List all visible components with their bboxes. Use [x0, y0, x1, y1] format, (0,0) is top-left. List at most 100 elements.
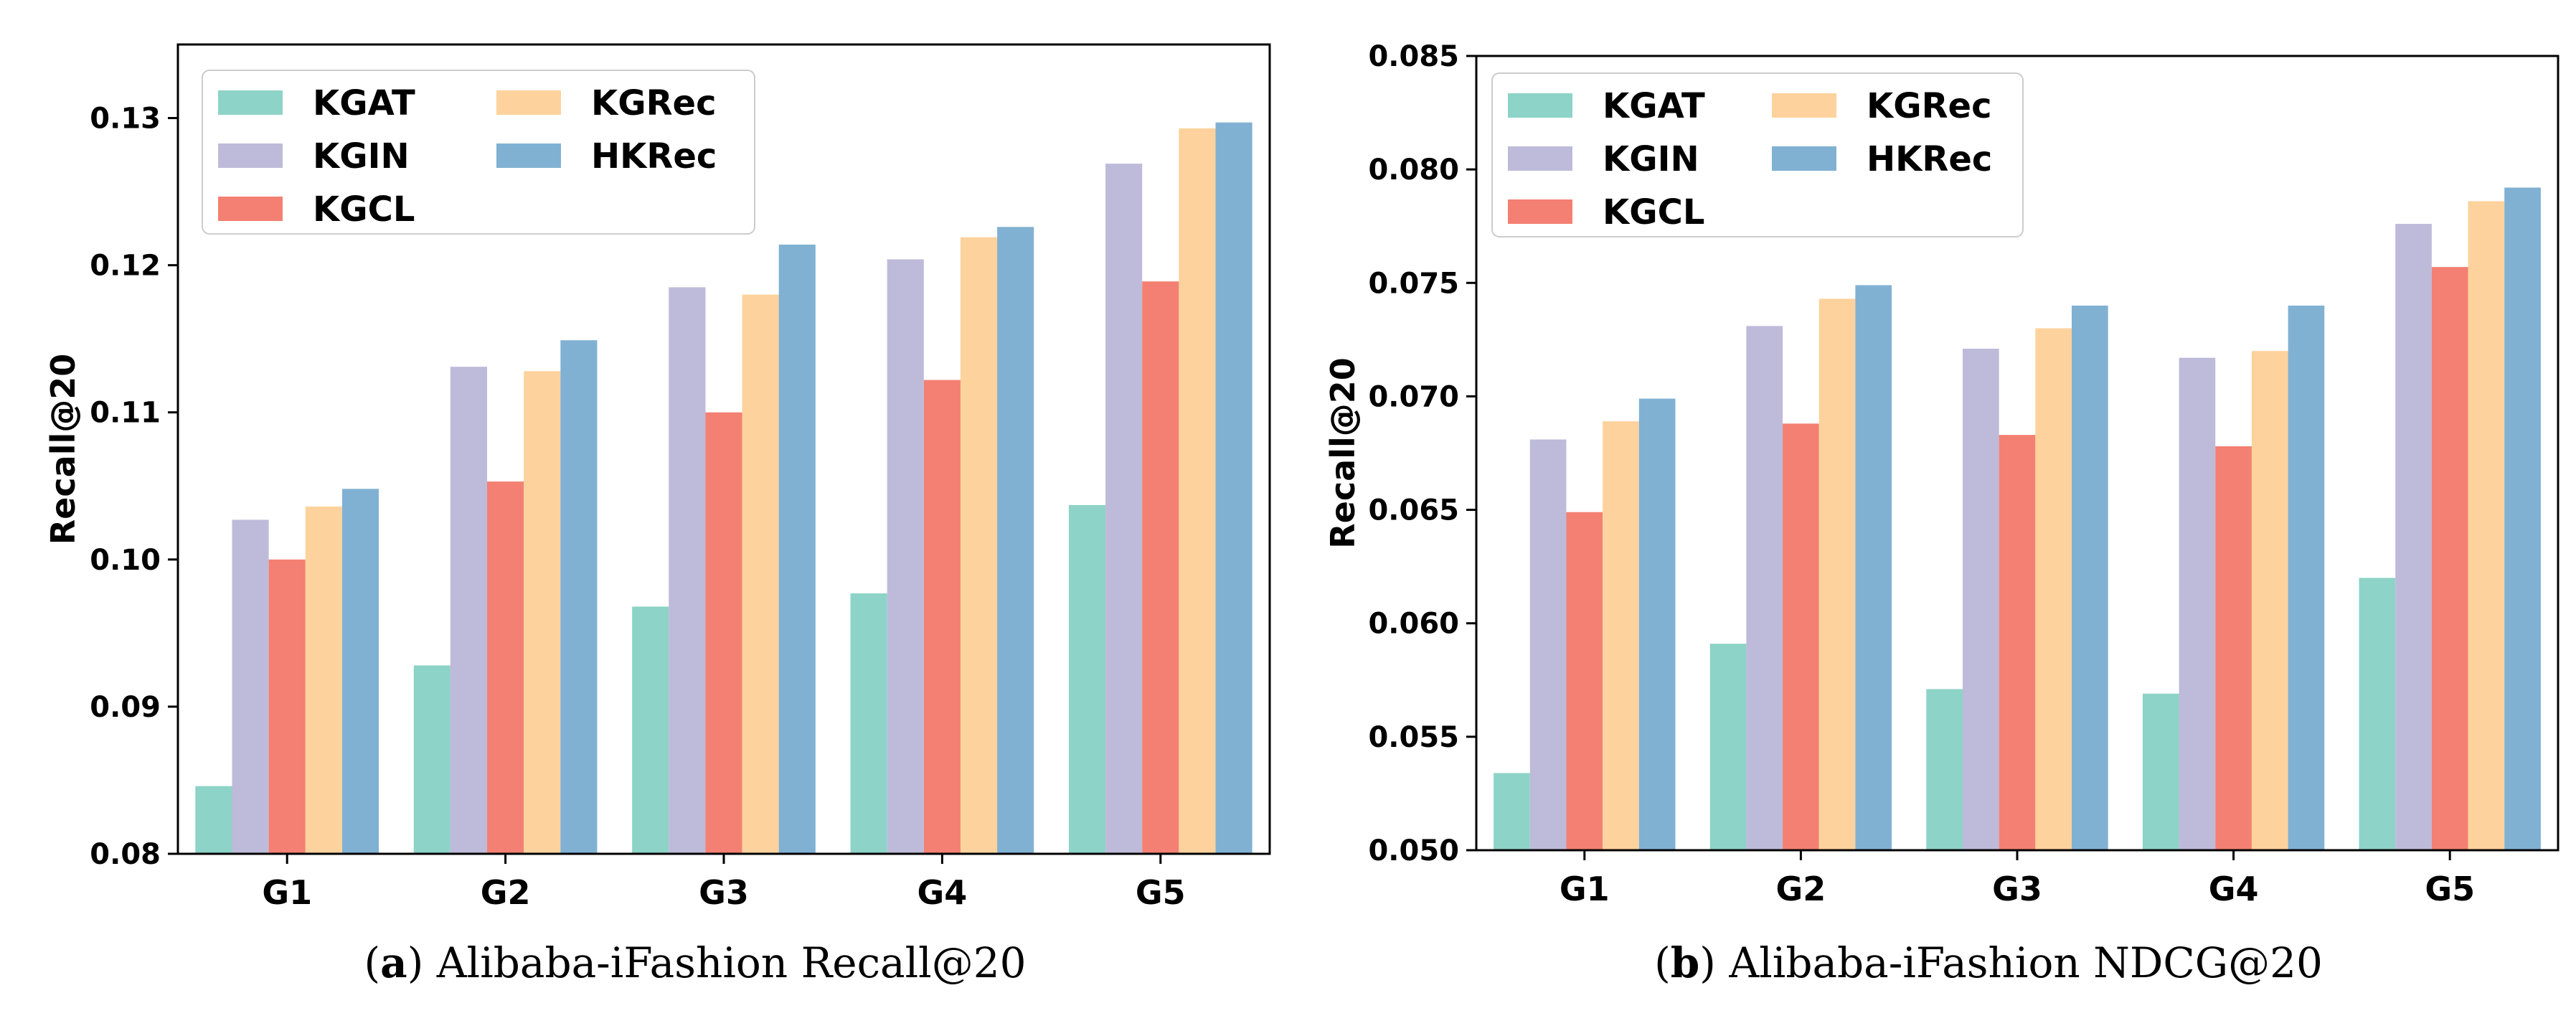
y-tick-label: 0.055 — [1368, 721, 1459, 754]
chart-a-svg: 0.08 0.09 0.10 0.11 0.12 0.13 G1 G2 G3 G4 G5 Recal… — [44, 43, 1271, 987]
bar-kgat-g4 — [2142, 693, 2179, 850]
legend-swatch-kgcl — [218, 197, 283, 221]
y-tick-label: 0.13 — [90, 103, 161, 136]
bar-kgin-g2 — [1746, 326, 1783, 850]
x-tick-label: G3 — [699, 873, 749, 912]
caption-letter: a — [380, 938, 407, 987]
y-tick-label: 0.065 — [1368, 494, 1459, 527]
legend-swatch-kgrec — [1772, 93, 1836, 118]
bar-hkrec-g3 — [2072, 305, 2108, 850]
bar-kgcl-g2 — [487, 481, 524, 854]
bar-kgrec-g4 — [960, 237, 998, 855]
bar-kgat-g1 — [1494, 773, 1530, 850]
caption-letter: b — [1671, 938, 1700, 987]
bar-hkrec-g1 — [1638, 398, 1676, 850]
y-axis-label: Recall@20 — [44, 354, 82, 545]
bar-hkrec-g4 — [2288, 305, 2325, 850]
x-tick-label: G5 — [1136, 873, 1186, 912]
bar-kgcl-g5 — [1142, 281, 1179, 854]
x-tick-label: G3 — [1992, 870, 2042, 908]
bar-kgrec-g5 — [2468, 201, 2505, 850]
legend-label-kgcl: KGCL — [1603, 192, 1704, 232]
legend-box — [1491, 72, 2024, 237]
legend-swatch-kgin — [218, 143, 283, 168]
legend-swatch-kgat — [1508, 93, 1572, 118]
bar-kgin-g1 — [1529, 439, 1567, 850]
bar-kgrec-g1 — [305, 506, 342, 854]
bar-kgin-g3 — [669, 287, 706, 854]
bar-kgrec-g1 — [1603, 421, 1639, 850]
y-tick-label: 0.070 — [1368, 380, 1459, 413]
bar-kgin-g2 — [450, 367, 488, 855]
legend-swatch-kgin — [1508, 146, 1572, 171]
legend-label-kgrec: KGRec — [591, 83, 717, 123]
legend-swatch-hkrec — [496, 143, 561, 168]
figure-caption: (a) Alibaba-iFashion Recall@20 — [364, 938, 1026, 987]
bar-kgcl-g3 — [705, 412, 742, 854]
bar-kgrec-g5 — [1179, 128, 1216, 854]
bar-kgat-g2 — [413, 665, 450, 854]
bar-kgcl-g2 — [1783, 423, 1819, 850]
bar-kgrec-g2 — [1818, 298, 1856, 850]
bar-kgat-g3 — [1926, 689, 1963, 850]
legend-label-kgcl: KGCL — [313, 189, 415, 230]
bar-hkrec-g3 — [778, 244, 816, 854]
x-tick-label: G4 — [2209, 870, 2259, 908]
bar-kgat-g1 — [195, 786, 232, 854]
x-tick-label: G1 — [262, 873, 312, 912]
bar-kgin-g3 — [1962, 349, 1999, 851]
chart-b-svg: 0.050 0.055 0.060 0.065 0.070 0.075 0.080 0.085… — [1324, 40, 2560, 987]
bar-kgin-g1 — [232, 519, 269, 854]
x-tick-label: G1 — [1560, 870, 1610, 908]
bar-kgat-g3 — [632, 606, 669, 854]
caption-text: Alibaba-iFashion Recall@20 — [436, 938, 1027, 987]
y-tick-label: 0.09 — [90, 691, 161, 724]
y-tick-label: 0.11 — [90, 397, 161, 430]
x-tick-label: G2 — [481, 873, 531, 912]
bar-kgin-g5 — [2395, 224, 2432, 851]
x-tick-label: G5 — [2425, 870, 2475, 908]
x-tick-label: G2 — [1776, 870, 1826, 908]
bar-hkrec-g5 — [2504, 187, 2541, 851]
legend-label-kgrec: KGRec — [1867, 86, 1992, 126]
y-tick-label: 0.085 — [1368, 40, 1459, 73]
bar-kgcl-g4 — [2215, 446, 2252, 850]
y-tick-label: 0.12 — [90, 250, 161, 283]
legend-box — [202, 70, 755, 235]
bar-kgat-g5 — [1068, 504, 1106, 854]
legend-label-kgat: KGAT — [313, 83, 415, 123]
legend-label-hkrec: HKRec — [1867, 139, 1992, 179]
legend-swatch-kgat — [218, 90, 283, 115]
bar-kgin-g5 — [1105, 164, 1143, 854]
legend-label-hkrec: HKRec — [591, 136, 717, 177]
bar-kgcl-g1 — [268, 559, 306, 854]
bar-kgcl-g1 — [1566, 512, 1603, 850]
bar-hkrec-g4 — [997, 227, 1034, 854]
bar-kgat-g4 — [850, 593, 887, 854]
bar-hkrec-g5 — [1215, 122, 1252, 854]
legend-swatch-kgcl — [1508, 199, 1572, 224]
bar-kgcl-g4 — [923, 380, 961, 854]
bar-kgat-g2 — [1709, 644, 1747, 850]
legend-swatch-kgrec — [496, 90, 561, 115]
bar-kgrec-g3 — [742, 294, 779, 854]
y-tick-label: 0.075 — [1368, 267, 1459, 300]
figure-caption: (b) Alibaba-iFashion NDCG@20 — [1654, 938, 2323, 987]
chart-panel-b: 0.050 0.055 0.060 0.065 0.070 0.075 0.080 0.085… — [1288, 0, 2576, 1023]
bar-hkrec-g2 — [1855, 285, 1892, 850]
bar-kgin-g4 — [2179, 357, 2216, 850]
bar-kgcl-g5 — [2431, 267, 2468, 850]
legend-label-kgin: KGIN — [1603, 139, 1699, 179]
y-axis-label: Recall@20 — [1324, 357, 1362, 548]
bar-hkrec-g2 — [560, 340, 598, 854]
y-tick-label: 0.060 — [1368, 608, 1459, 641]
bar-kgat-g5 — [2359, 578, 2396, 850]
y-tick-label: 0.080 — [1368, 154, 1459, 187]
legend-swatch-hkrec — [1772, 146, 1836, 171]
caption-text: Alibaba-iFashion NDCG@20 — [1728, 938, 2323, 987]
y-tick-label: 0.050 — [1368, 834, 1459, 867]
bar-hkrec-g1 — [341, 489, 379, 854]
bar-kgrec-g3 — [2035, 328, 2072, 850]
legend-label-kgin: KGIN — [313, 136, 410, 177]
bar-kgin-g4 — [887, 259, 924, 854]
